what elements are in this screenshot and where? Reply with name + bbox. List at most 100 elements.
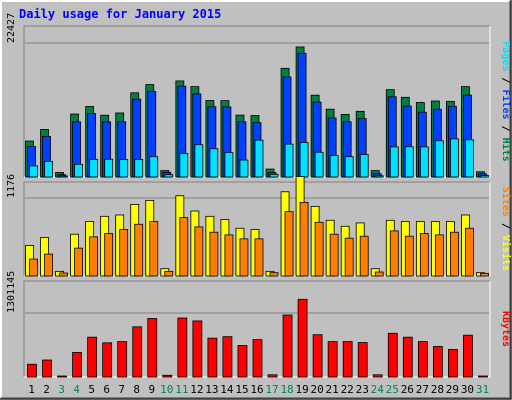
x-tick-label-day-19: 19 (295, 383, 308, 396)
legend-item-pages: Pages (500, 41, 511, 71)
plot-frame-dark-3 (23, 280, 490, 377)
bar-pages-day-7 (119, 159, 129, 178)
bar-kbytes-day-2 (42, 359, 52, 378)
legend-1: Pages / Files / Hits (500, 41, 512, 161)
legend-separator: / (500, 120, 511, 138)
bar-kbytes-day-9 (147, 318, 158, 378)
bar-pages-day-3 (59, 175, 68, 178)
bar-kbytes-day-19 (297, 298, 308, 378)
bar-sites-day-23 (359, 235, 369, 277)
bar-sites-day-28 (434, 234, 444, 277)
bar-pages-day-8 (134, 159, 144, 178)
bar-kbytes-day-28 (432, 346, 443, 378)
bar-kbytes-day-27 (417, 341, 428, 378)
bar-pages-day-23 (359, 154, 369, 178)
x-tick-label-day-30: 30 (461, 383, 474, 396)
bar-kbytes-day-16 (252, 339, 263, 378)
bar-pages-day-22 (344, 156, 354, 178)
bar-pages-day-15 (239, 159, 249, 178)
bar-kbytes-day-25 (387, 332, 398, 378)
bar-pages-day-10 (164, 174, 174, 178)
bar-sites-day-10 (164, 270, 174, 277)
y-tick-label-3: 1301145 (6, 271, 17, 313)
x-tick-label-day-7: 7 (118, 383, 125, 396)
bar-pages-day-27 (419, 146, 429, 178)
bar-pages-day-17 (269, 173, 279, 178)
y-tick-label-1: 22427 (6, 13, 17, 43)
x-tick-label-day-10: 10 (160, 383, 173, 396)
x-tick-label-day-17: 17 (265, 383, 278, 396)
bar-pages-day-18 (284, 143, 294, 178)
x-tick-label-day-2: 2 (43, 383, 50, 396)
bar-sites-day-15 (239, 238, 249, 277)
x-tick-label-day-20: 20 (311, 383, 324, 396)
bar-pages-day-28 (434, 140, 444, 178)
x-tick-label-day-24: 24 (371, 383, 385, 396)
bar-sites-day-6 (104, 233, 114, 277)
bar-pages-day-1 (29, 165, 38, 178)
bar-kbytes-day-24 (372, 374, 383, 378)
bar-sites-day-12 (194, 226, 204, 277)
bar-sites-day-25 (389, 230, 399, 277)
legend-separator: / (500, 217, 511, 235)
bar-pages-day-19 (299, 142, 309, 178)
x-tick-label-day-15: 15 (235, 383, 248, 396)
bar-sites-day-26 (404, 235, 414, 277)
bar-sites-day-29 (450, 231, 459, 277)
x-tick-label-day-4: 4 (73, 383, 80, 396)
bar-pages-day-14 (224, 152, 234, 178)
bar-pages-day-20 (314, 151, 324, 178)
x-tick-label-day-16: 16 (250, 383, 263, 396)
bar-kbytes-day-20 (312, 334, 323, 378)
bar-kbytes-day-17 (267, 374, 278, 378)
bar-kbytes-day-1 (27, 363, 37, 378)
bar-kbytes-day-6 (102, 342, 113, 378)
bar-pages-day-21 (329, 155, 339, 178)
bar-pages-day-4 (74, 163, 83, 178)
x-tick-label-day-27: 27 (416, 383, 429, 396)
bar-sites-day-2 (44, 253, 53, 277)
bar-sites-day-9 (149, 221, 159, 277)
bar-pages-day-11 (179, 153, 189, 178)
bar-pages-day-2 (44, 160, 53, 178)
bar-sites-day-5 (89, 236, 99, 277)
x-tick-label-day-26: 26 (401, 383, 414, 396)
x-tick-label-day-14: 14 (220, 383, 234, 396)
x-tick-label-day-31: 31 (476, 383, 489, 396)
bar-kbytes-day-23 (357, 342, 368, 378)
bar-sites-day-22 (344, 237, 354, 277)
bar-pages-day-13 (209, 148, 219, 178)
bar-kbytes-day-11 (177, 317, 188, 378)
x-tick-label-day-23: 23 (356, 383, 369, 396)
chart-title: Daily usage for January 2015 (19, 7, 221, 21)
bar-kbytes-day-18 (282, 314, 293, 378)
bar-pages-day-24 (374, 175, 384, 178)
x-tick-label-day-25: 25 (386, 383, 399, 396)
x-tick-label-day-5: 5 (88, 383, 95, 396)
bar-kbytes-day-12 (192, 320, 203, 378)
bar-sites-day-16 (254, 238, 264, 277)
bar-sites-day-13 (209, 231, 219, 277)
bar-kbytes-day-7 (117, 341, 128, 378)
bar-kbytes-day-4 (72, 352, 82, 378)
bar-sites-day-20 (314, 221, 324, 277)
bar-pages-day-26 (404, 146, 414, 178)
legend-item-sites: Sites (500, 187, 512, 217)
bar-sites-day-19 (299, 201, 309, 277)
x-tick-label-day-22: 22 (341, 383, 354, 396)
bar-pages-day-9 (149, 156, 159, 178)
bar-kbytes-day-30 (463, 334, 473, 378)
bar-sites-day-18 (284, 211, 294, 277)
legend-item-visits: Visits (500, 235, 512, 271)
x-tick-label-day-3: 3 (58, 383, 65, 396)
legend-3: KBytes (500, 311, 511, 347)
bar-kbytes-day-21 (327, 341, 338, 378)
x-tick-label-day-12: 12 (190, 383, 203, 396)
bar-pages-day-16 (254, 139, 264, 178)
bar-sites-day-17 (269, 272, 279, 277)
bar-kbytes-day-5 (87, 336, 98, 378)
bar-kbytes-day-8 (132, 326, 143, 378)
bar-kbytes-day-29 (448, 349, 458, 378)
